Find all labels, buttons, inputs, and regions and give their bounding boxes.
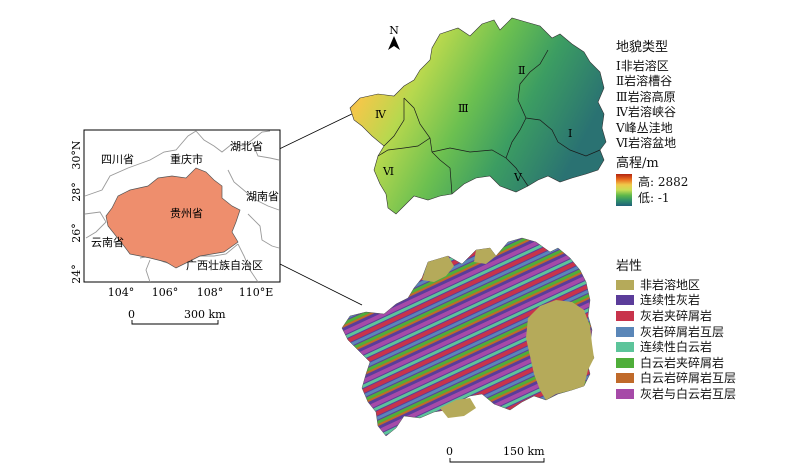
lithology-swatch bbox=[616, 295, 634, 306]
north-label: N bbox=[389, 24, 399, 37]
elevation-colorbar bbox=[616, 174, 632, 206]
landform-legend-item: Ⅲ岩溶高原 bbox=[616, 89, 676, 104]
elevation-low-label: 低: -1 bbox=[638, 191, 670, 205]
lithology-swatch bbox=[616, 310, 634, 321]
non-karst-area-east bbox=[526, 300, 594, 400]
landform-region-boundaries bbox=[377, 49, 601, 195]
label-guizhou: 贵州省 bbox=[170, 207, 203, 220]
elevation-legend: 高程/m 高: 2882 低: -1 bbox=[616, 157, 688, 206]
guizhou-dem-shape bbox=[349, 17, 607, 215]
elevation-high-label: 高: 2882 bbox=[638, 175, 689, 189]
region-label-III: Ⅲ bbox=[458, 102, 469, 115]
lat-tick-24: 24° bbox=[70, 264, 83, 284]
landform-legend-item: Ⅱ岩溶槽谷 bbox=[616, 74, 673, 89]
lithology-legend-item: 灰岩夹碎屑岩 bbox=[616, 308, 736, 324]
landform-legend-title: 地貌类型 bbox=[616, 40, 669, 55]
north-arrow-icon: N bbox=[388, 24, 400, 50]
lithology-legend-title: 岩性 bbox=[616, 259, 643, 274]
lithology-swatch bbox=[616, 373, 634, 384]
lon-tick-110: 110°E bbox=[239, 286, 274, 299]
guizhou-province-shape bbox=[105, 167, 241, 269]
lithology-legend-item: 灰岩与白云岩互层 bbox=[616, 386, 736, 402]
landform-legend: 地貌类型 Ⅰ非岩溶区 Ⅱ岩溶槽谷 Ⅲ岩溶高原 Ⅳ岩溶峡谷 Ⅴ峰丛洼地 Ⅵ岩溶盆地 bbox=[616, 41, 676, 151]
lithology-legend-item: 灰岩碎屑岩互层 bbox=[616, 324, 736, 340]
lithology-swatch bbox=[616, 357, 634, 368]
inset-scale-end: 300 km bbox=[184, 308, 226, 321]
lithology-swatch bbox=[616, 279, 634, 290]
region-label-II: Ⅱ bbox=[518, 64, 525, 77]
lithology-label: 灰岩碎屑岩互层 bbox=[640, 324, 725, 339]
lithology-label: 白云岩碎屑岩互层 bbox=[640, 371, 737, 386]
lithology-label: 灰岩夹碎屑岩 bbox=[640, 308, 713, 323]
inset-scale-zero: 0 bbox=[128, 308, 135, 321]
lon-tick-106: 106° bbox=[152, 286, 179, 299]
lower-scale-bar bbox=[449, 458, 545, 463]
label-guangxi: 广西壮族自治区 bbox=[186, 258, 263, 272]
dem-landform-map: Ⅱ Ⅲ Ⅳ Ⅰ Ⅵ Ⅴ bbox=[349, 17, 607, 215]
lithology-legend-item: 白云岩碎屑岩互层 bbox=[616, 371, 736, 387]
lower-scale-end: 150 km bbox=[503, 445, 545, 458]
lithology-map: 0 150 km bbox=[341, 237, 595, 463]
lithology-swatch bbox=[616, 326, 634, 337]
lithology-label: 连续性灰岩 bbox=[640, 293, 701, 308]
lithology-swatch bbox=[616, 388, 634, 399]
non-karst-area-north bbox=[474, 248, 496, 264]
lat-tick-26: 26° bbox=[70, 223, 83, 243]
lithology-label: 灰岩与白云岩互层 bbox=[640, 386, 737, 401]
non-karst-area-northwest bbox=[422, 256, 454, 282]
region-label-I: Ⅰ bbox=[568, 127, 572, 140]
lithology-legend-item: 白云岩夹碎屑岩 bbox=[616, 355, 736, 371]
label-hubei: 湖北省 bbox=[230, 140, 263, 153]
lower-scale-zero: 0 bbox=[446, 445, 453, 458]
lithology-swatch bbox=[616, 342, 634, 353]
lon-tick-108: 108° bbox=[197, 286, 224, 299]
label-chongqing: 重庆市 bbox=[170, 152, 203, 166]
lithology-label: 连续性白云岩 bbox=[640, 340, 713, 355]
lithology-legend-item: 连续性白云岩 bbox=[616, 339, 736, 355]
region-label-V: Ⅴ bbox=[513, 171, 523, 184]
lithology-label: 非岩溶地区 bbox=[640, 277, 701, 292]
landform-legend-item: Ⅳ岩溶峡谷 bbox=[616, 105, 676, 120]
lithology-legend-item: 非岩溶地区 bbox=[616, 277, 736, 293]
inset-scale-bar bbox=[131, 320, 219, 325]
lithology-legend-item: 连续性灰岩 bbox=[616, 293, 736, 309]
non-karst-area-south bbox=[440, 398, 476, 418]
lat-tick-30: 30°N bbox=[70, 140, 83, 169]
guizhou-lithology-shape bbox=[341, 237, 595, 437]
lat-tick-28: 28° bbox=[70, 182, 83, 202]
landform-legend-item: Ⅴ峰丛洼地 bbox=[616, 120, 673, 135]
landform-legend-item: Ⅰ非岩溶区 bbox=[616, 58, 669, 73]
elevation-legend-title: 高程/m bbox=[616, 156, 659, 171]
inset-location-map: 30°N 28° 26° 24° 104° 106° 108° 110°E 四川… bbox=[70, 129, 281, 325]
lithology-legend: 岩性 非岩溶地区 连续性灰岩 灰岩夹碎屑岩 灰岩碎屑岩互层 连续性白云岩 白云岩… bbox=[616, 260, 736, 402]
landform-legend-item: Ⅵ岩溶盆地 bbox=[616, 136, 677, 151]
lon-tick-104: 104° bbox=[108, 286, 135, 299]
region-label-IV: Ⅳ bbox=[375, 108, 387, 121]
region-label-VI: Ⅵ bbox=[382, 165, 394, 178]
label-hunan: 湖南省 bbox=[246, 190, 279, 203]
label-yunnan: 云南省 bbox=[91, 236, 124, 249]
label-sichuan: 四川省 bbox=[101, 153, 134, 166]
lithology-label: 白云岩夹碎屑岩 bbox=[640, 355, 725, 370]
